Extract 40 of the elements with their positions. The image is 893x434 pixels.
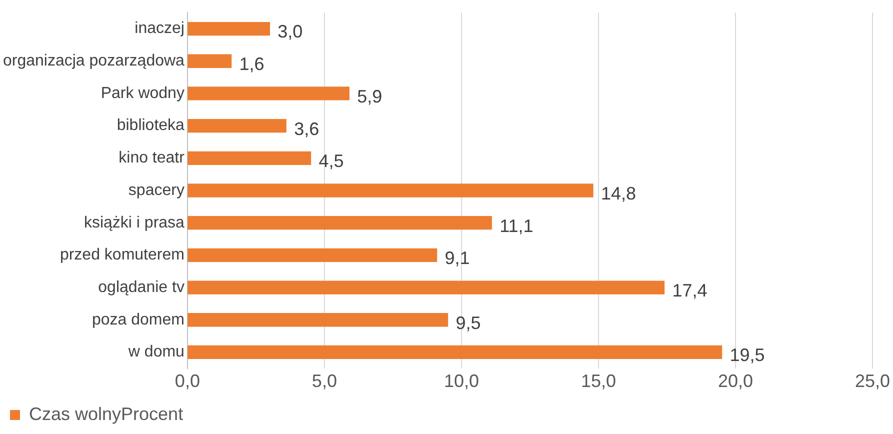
y-tick-label: kino teatr bbox=[118, 150, 186, 167]
bar bbox=[188, 151, 312, 165]
bar bbox=[188, 280, 665, 294]
y-tick-label: poza domem bbox=[92, 311, 184, 328]
data-label: 9,5 bbox=[456, 312, 481, 333]
data-label: 9,1 bbox=[444, 248, 470, 268]
x-tick-label: 25,0 bbox=[854, 371, 890, 392]
x-tick-label: 0,0 bbox=[174, 371, 200, 392]
data-label: 14,8 bbox=[600, 183, 636, 204]
legend-label: Czas wolnyProcent bbox=[29, 404, 184, 424]
y-tick-label: spacery bbox=[128, 182, 184, 199]
bar bbox=[188, 118, 286, 133]
data-label: 17,4 bbox=[672, 280, 708, 301]
y-tick-label: oglądanie tv bbox=[98, 278, 184, 296]
bar bbox=[188, 22, 270, 36]
data-label: 5,9 bbox=[357, 86, 382, 106]
bar bbox=[188, 216, 492, 230]
x-tick-label: 10,0 bbox=[444, 371, 479, 392]
y-tick-label: biblioteka bbox=[116, 117, 185, 134]
x-tick-label: 15,0 bbox=[580, 371, 616, 392]
bar bbox=[188, 248, 438, 262]
data-label: 3,6 bbox=[294, 118, 320, 139]
y-tick-label: organizacja pozarządowa bbox=[2, 52, 185, 70]
bar bbox=[188, 184, 594, 198]
bar bbox=[188, 313, 448, 327]
y-tick-label: książki i prasa bbox=[84, 214, 185, 232]
bar bbox=[188, 86, 350, 100]
y-tick-label: Park wodny bbox=[100, 84, 184, 102]
data-label: 4,5 bbox=[318, 151, 344, 172]
data-label: 1,6 bbox=[239, 54, 264, 74]
y-tick-label: inaczej bbox=[134, 20, 184, 38]
x-tick-label: 20,0 bbox=[718, 371, 753, 392]
data-label: 19,5 bbox=[730, 345, 765, 366]
data-label: 11,1 bbox=[500, 216, 534, 236]
x-tick-label: 5,0 bbox=[312, 371, 337, 392]
data-label: 3,0 bbox=[278, 22, 303, 42]
y-tick-label: przed komuterem bbox=[60, 246, 184, 264]
bar bbox=[188, 54, 232, 68]
y-tick-label: w domu bbox=[127, 344, 184, 361]
bar bbox=[188, 345, 722, 360]
